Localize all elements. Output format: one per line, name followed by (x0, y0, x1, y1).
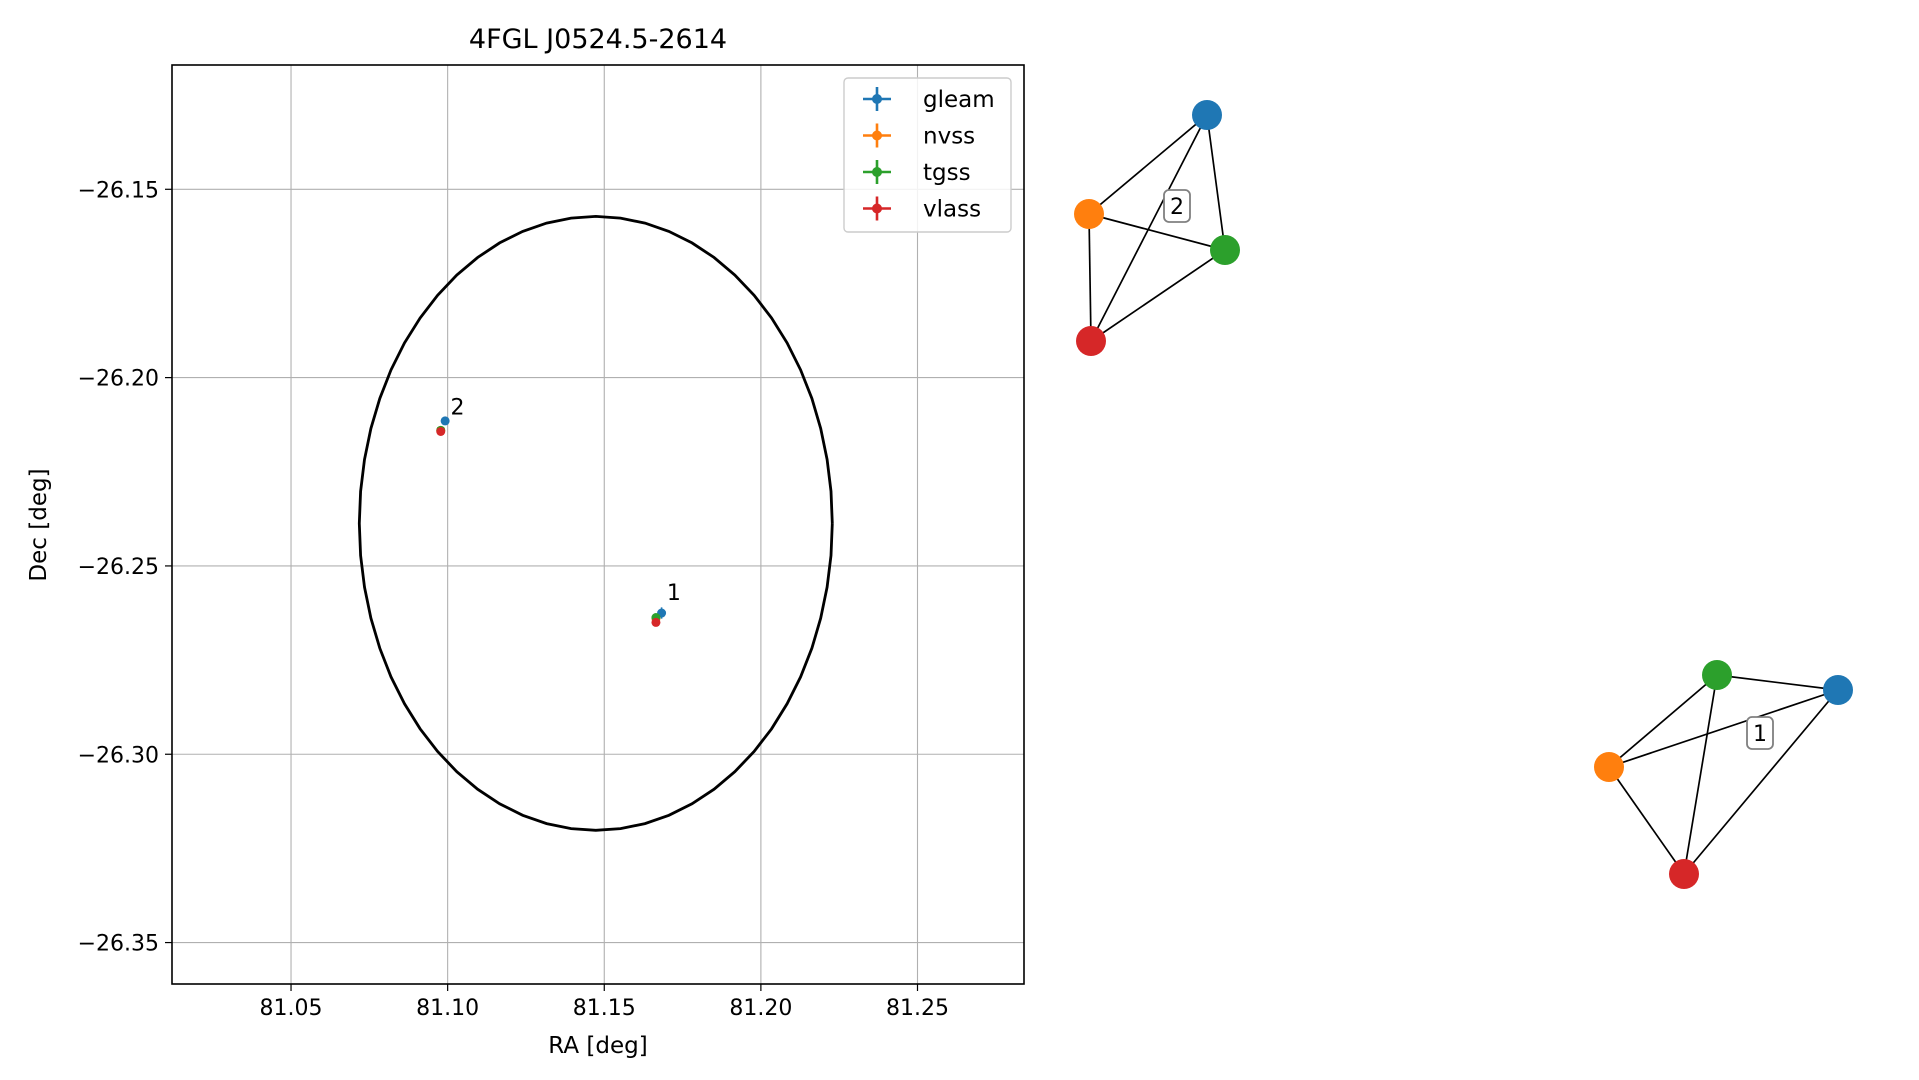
graph-node-tgss (1702, 660, 1732, 690)
x-tick-label: 81.10 (416, 996, 479, 1021)
graph-edge (1090, 114, 1208, 342)
legend-label: nvss (923, 124, 975, 150)
point-marker (440, 416, 450, 426)
legend-entry-gleam: gleam (863, 87, 995, 113)
point-annotation: 2 (450, 396, 464, 421)
legend-marker (872, 167, 882, 177)
y-tick-label: −26.30 (78, 743, 159, 768)
position-error-ellipse (357, 214, 834, 832)
graph-node-vlass (1076, 326, 1106, 356)
graph-edge (1608, 674, 1718, 768)
data-point-vlass (436, 426, 446, 436)
legend-label: vlass (923, 197, 981, 223)
graph-edge (1716, 674, 1839, 691)
chart-title: 4FGL J0524.5-2614 (469, 24, 727, 55)
y-tick-label: −26.25 (78, 555, 159, 580)
graph-label: 1 (1746, 716, 1774, 750)
y-tick-label: −26.35 (78, 932, 159, 957)
graph-edge (1683, 674, 1718, 875)
graph-node-nvss (1074, 199, 1104, 229)
graph-edge (1683, 689, 1839, 875)
legend-marker (872, 130, 882, 141)
x-axis-label: RA [deg] (548, 1033, 647, 1059)
graph-edge (1088, 213, 1226, 251)
graph-node-gleam (1823, 675, 1853, 705)
graph-edge (1206, 114, 1226, 251)
graph-label-text: 1 (1753, 722, 1767, 747)
y-ticks: −26.15 −26.20 −26.25 −26.30 −26.35 (78, 178, 172, 957)
legend-entry-vlass: vlass (863, 196, 981, 223)
legend-label: gleam (923, 87, 995, 113)
data-point-vlass (651, 617, 661, 627)
graph-edge (1608, 689, 1839, 768)
x-tick-label: 81.20 (729, 996, 792, 1021)
x-ticks: 81.05 81.10 81.15 81.20 81.25 (260, 984, 949, 1021)
y-tick-label: −26.20 (78, 367, 159, 392)
ellipse-layer (357, 214, 834, 832)
x-tick-label: 81.25 (886, 996, 949, 1021)
legend-marker (872, 94, 882, 104)
graph-edge (1088, 114, 1208, 215)
point-marker (436, 426, 446, 436)
x-tick-label: 81.05 (260, 996, 323, 1021)
legend: gleam nvss tgss vlass (843, 77, 1012, 233)
legend-frame (843, 77, 1012, 233)
annotations: 21 (450, 396, 680, 606)
point-annotation: 1 (667, 581, 681, 606)
graph-node-tgss (1210, 235, 1240, 265)
legend-entry-tgss: tgss (863, 160, 971, 186)
graph-node-vlass (1669, 859, 1699, 889)
x-tick-label: 81.15 (573, 996, 636, 1021)
graph-label: 2 (1163, 189, 1191, 223)
y-axis-label: Dec [deg] (26, 468, 52, 581)
graph-node-nvss (1594, 752, 1624, 782)
legend-marker (872, 203, 882, 214)
legend-entry-nvss: nvss (863, 123, 975, 150)
graph-node-gleam (1192, 100, 1222, 130)
graph-edge (1090, 249, 1226, 342)
graph-label-box (1746, 716, 1774, 750)
plot-area: 21 81.05 81.10 81.15 81.20 81.25 −26.15−26.2… (78, 64, 1025, 1021)
data-points (436, 416, 667, 627)
data-point-gleam (440, 416, 450, 426)
graph-cluster-2: 2 (1074, 100, 1240, 356)
graph-label-box (1163, 189, 1191, 223)
legend-label: tgss (923, 160, 971, 186)
point-marker (651, 617, 661, 627)
graph-cluster-1: 1 (1594, 660, 1853, 889)
axes-frame (171, 64, 1025, 985)
y-tick-label: −26.15 (78, 178, 159, 203)
graph-label-text: 2 (1170, 195, 1184, 220)
graph-edge (1608, 766, 1685, 875)
graph-edge (1088, 213, 1092, 342)
